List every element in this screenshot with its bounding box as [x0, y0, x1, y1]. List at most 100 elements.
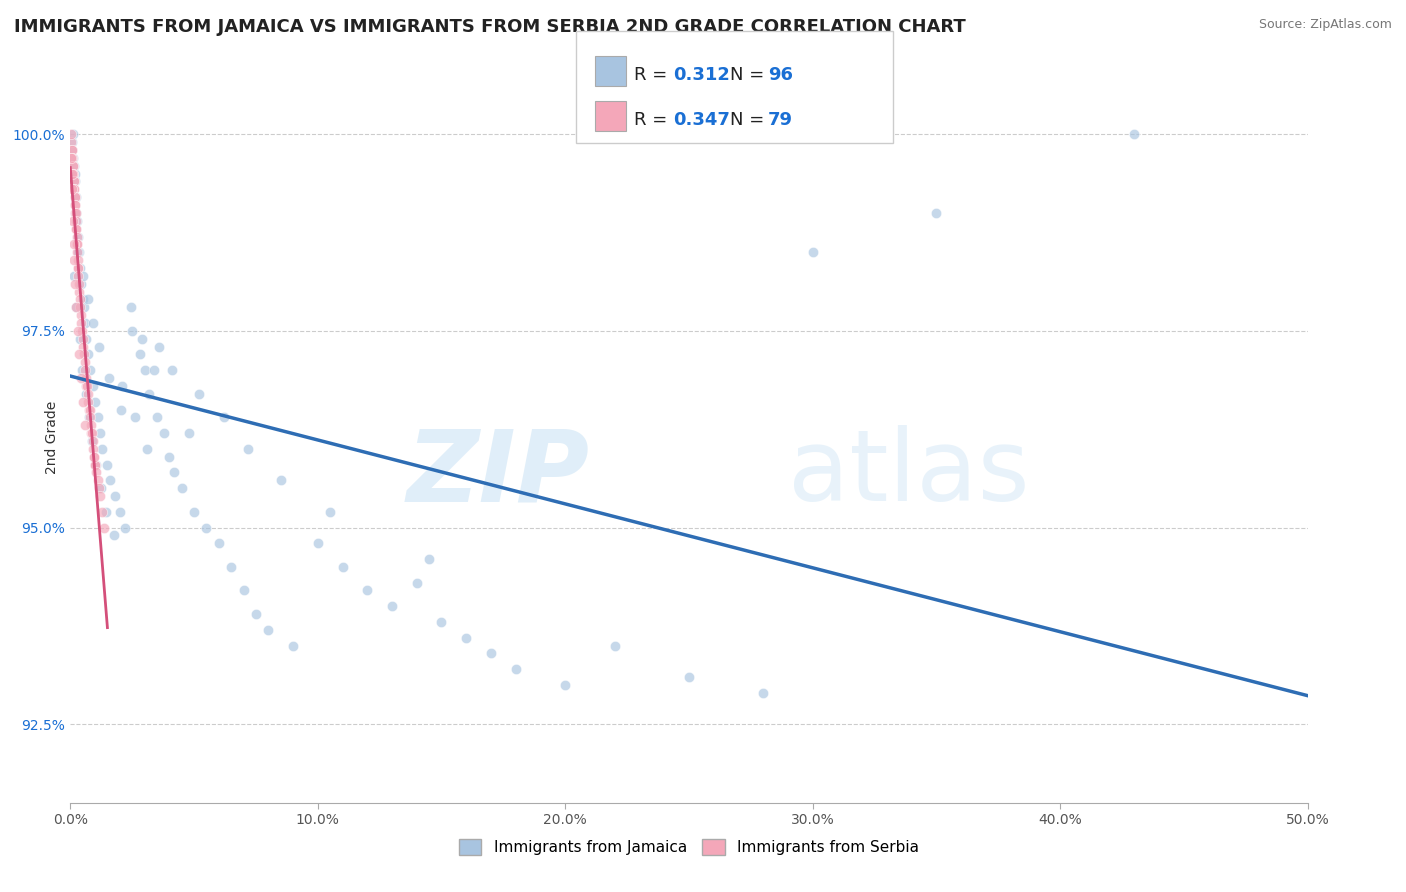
Point	[82, 434, 104, 448]
Point	[131, 332, 153, 346]
Point	[65, 206, 87, 220]
Point	[66, 229, 89, 244]
Point	[96, 505, 118, 519]
Point	[80, 434, 103, 448]
Point	[66, 260, 89, 275]
Point	[678, 670, 700, 684]
Point	[84, 466, 107, 480]
Point	[75, 316, 97, 330]
Point	[157, 450, 180, 464]
Point	[153, 426, 176, 441]
Text: 79: 79	[768, 111, 793, 128]
Point	[65, 214, 87, 228]
Point	[77, 293, 100, 307]
Point	[1123, 128, 1146, 142]
Point	[63, 253, 86, 268]
Text: 96: 96	[768, 66, 793, 84]
Point	[69, 308, 91, 322]
Point	[270, 473, 292, 487]
Point	[87, 481, 110, 495]
Point	[63, 167, 86, 181]
Point	[146, 410, 169, 425]
Point	[66, 237, 89, 252]
Point	[91, 505, 114, 519]
Point	[554, 678, 576, 692]
Point	[83, 450, 105, 464]
Text: R =: R =	[634, 111, 673, 128]
Point	[66, 229, 89, 244]
Text: N =: N =	[730, 111, 769, 128]
Point	[65, 206, 87, 220]
Point	[120, 301, 142, 315]
Point	[163, 466, 186, 480]
Point	[70, 316, 93, 330]
Point	[80, 418, 103, 433]
Point	[69, 260, 91, 275]
Point	[103, 528, 125, 542]
Point	[79, 363, 101, 377]
Point	[65, 301, 87, 315]
Point	[63, 159, 86, 173]
Point	[69, 293, 91, 307]
Point	[60, 135, 83, 149]
Point	[62, 151, 84, 165]
Point	[82, 316, 104, 330]
Point	[69, 301, 91, 315]
Point	[114, 520, 136, 534]
Point	[93, 520, 115, 534]
Point	[60, 182, 83, 196]
Text: atlas: atlas	[787, 425, 1029, 522]
Point	[66, 214, 89, 228]
Point	[60, 143, 83, 157]
Point	[232, 583, 254, 598]
Point	[143, 363, 166, 377]
Point	[332, 559, 354, 574]
Point	[62, 159, 84, 173]
Point	[67, 268, 90, 283]
Point	[418, 552, 440, 566]
Point	[83, 458, 105, 472]
Point	[65, 301, 87, 315]
Point	[70, 324, 93, 338]
Point	[77, 410, 100, 425]
Text: IMMIGRANTS FROM JAMAICA VS IMMIGRANTS FROM SERBIA 2ND GRADE CORRELATION CHART: IMMIGRANTS FROM JAMAICA VS IMMIGRANTS FR…	[14, 18, 966, 36]
Point	[801, 245, 824, 260]
Point	[98, 473, 121, 487]
Point	[59, 135, 82, 149]
Point	[80, 426, 103, 441]
Point	[63, 182, 86, 196]
Point	[72, 268, 94, 283]
Point	[62, 128, 84, 142]
Point	[177, 426, 200, 441]
Point	[63, 190, 86, 204]
Legend: Immigrants from Jamaica, Immigrants from Serbia: Immigrants from Jamaica, Immigrants from…	[453, 833, 925, 861]
Point	[67, 245, 90, 260]
Point	[212, 410, 235, 425]
Point	[134, 363, 156, 377]
Point	[84, 394, 107, 409]
Point	[90, 481, 112, 495]
Point	[84, 458, 107, 472]
Point	[456, 631, 478, 645]
Point	[183, 505, 205, 519]
Point	[67, 347, 90, 361]
Text: 0.312: 0.312	[673, 66, 730, 84]
Point	[86, 473, 108, 487]
Point	[62, 237, 84, 252]
Point	[136, 442, 159, 456]
Point	[63, 182, 86, 196]
Point	[245, 607, 267, 621]
Point	[84, 458, 107, 472]
Point	[188, 387, 211, 401]
Point	[195, 520, 218, 534]
Point	[67, 245, 90, 260]
Point	[75, 371, 97, 385]
Point	[60, 143, 83, 157]
Point	[108, 505, 131, 519]
Point	[148, 340, 170, 354]
Point	[72, 332, 94, 346]
Point	[76, 347, 98, 361]
Point	[505, 662, 527, 676]
Text: Source: ZipAtlas.com: Source: ZipAtlas.com	[1258, 18, 1392, 31]
Point	[80, 426, 103, 441]
